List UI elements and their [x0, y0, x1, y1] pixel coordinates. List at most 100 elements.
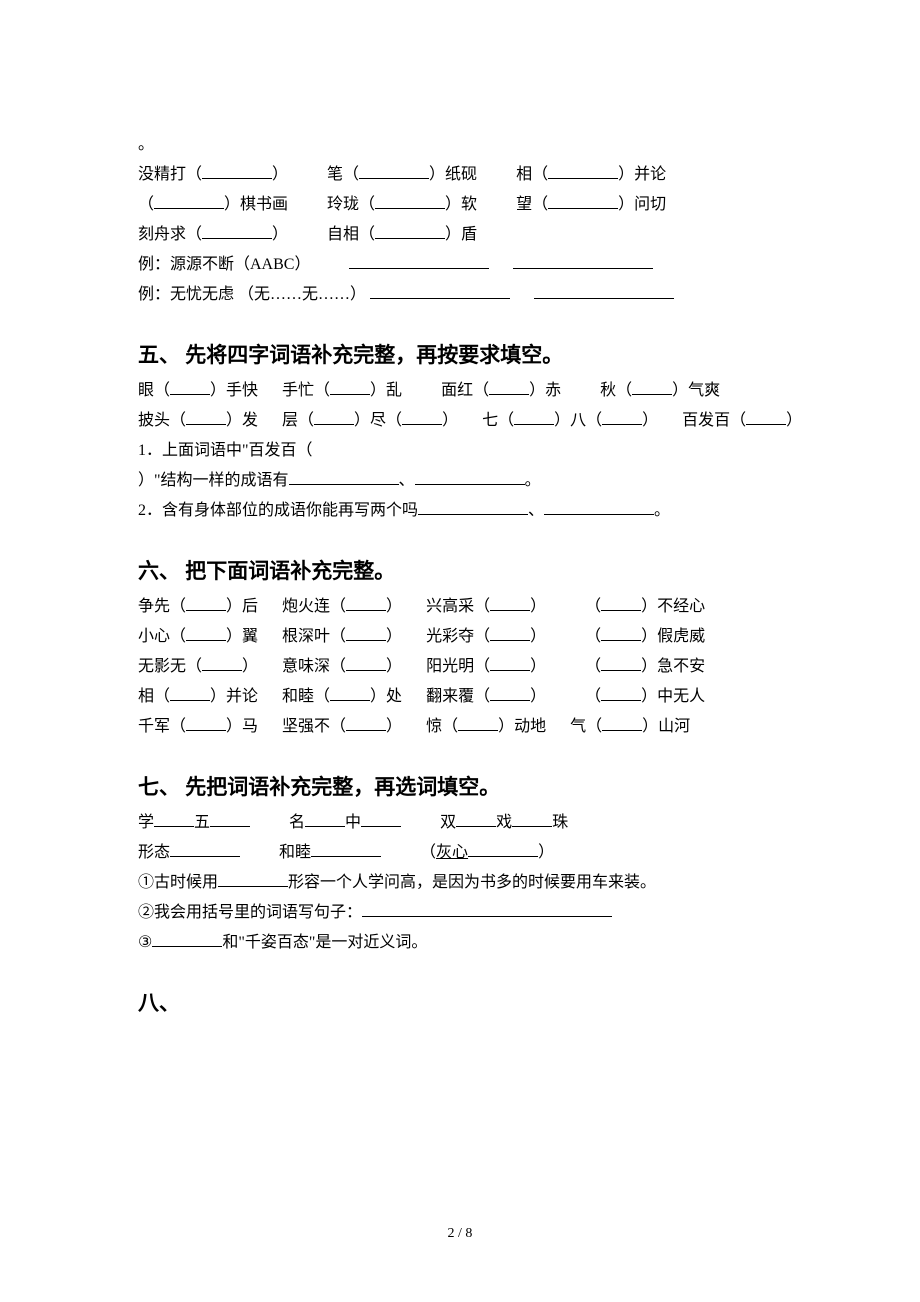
- text: 、: [399, 472, 415, 489]
- blank: [154, 191, 224, 209]
- text: ）: [530, 598, 546, 615]
- text: 没精打（: [138, 166, 202, 183]
- text: 根深叶（: [282, 628, 346, 645]
- text: ②我会用括号里的词语写句子：: [138, 904, 362, 921]
- text: 玲珑（: [327, 196, 375, 213]
- sec7-line1: 学五 名中 双戏珠: [138, 808, 782, 838]
- document-content: 。 没精打（） 笔（）纸砚 相（）并论 （）棋书画 玲珑（）软 望（）问切 刻舟…: [138, 130, 782, 1018]
- blank: [202, 221, 272, 239]
- blank: [544, 497, 654, 515]
- text: ）不经心: [641, 598, 705, 615]
- text: ）马: [226, 718, 258, 735]
- text: ）: [272, 226, 288, 243]
- text: 自相（: [327, 226, 375, 243]
- text: ）: [386, 598, 402, 615]
- sec4-line2: （）棋书画 玲珑（）软 望（）问切: [138, 190, 782, 220]
- sec6-line4: 相（）并论 和睦（）处 翻来覆（） （）中无人: [138, 682, 782, 712]
- blank: [305, 809, 345, 827]
- blank: [418, 497, 528, 515]
- text: ）: [642, 412, 658, 429]
- sec4-line0: 。: [138, 130, 782, 160]
- text: ）棋书画: [224, 196, 288, 213]
- text: 眼（: [138, 382, 170, 399]
- blank: [330, 377, 370, 395]
- text: ）软: [445, 196, 477, 213]
- text: 气（: [570, 718, 602, 735]
- blank: [602, 407, 642, 425]
- text: ）并论: [618, 166, 666, 183]
- text: 例：无忧无虑 （无……无……）: [138, 286, 366, 303]
- blank: [359, 161, 429, 179]
- text: ）: [530, 688, 546, 705]
- text: （: [585, 598, 601, 615]
- blank: [375, 221, 445, 239]
- text: 炮火连（: [282, 598, 346, 615]
- blank: [202, 161, 272, 179]
- blank: [601, 653, 641, 671]
- text: 珠: [552, 814, 568, 831]
- text: 和睦: [279, 844, 311, 861]
- text: 学: [138, 814, 154, 831]
- text: ）八（: [554, 412, 602, 429]
- sec4-line1: 没精打（） 笔（）纸砚 相（）并论: [138, 160, 782, 190]
- text: ）发: [226, 412, 258, 429]
- text: ）气爽: [672, 382, 720, 399]
- text: 手忙（: [282, 382, 330, 399]
- text: ）: [386, 658, 402, 675]
- sec4-line4: 例：源源不断（AABC）: [138, 250, 782, 280]
- blank: [514, 407, 554, 425]
- blank: [489, 377, 529, 395]
- sec5-line4: ）"结构一样的成语有、。: [138, 466, 782, 496]
- sec6-line1: 争先（）后 炮火连（） 兴高采（） （）不经心: [138, 592, 782, 622]
- blank: [170, 683, 210, 701]
- text: 2．含有身体部位的成语你能再写两个吗: [138, 502, 418, 519]
- text: （: [138, 196, 154, 213]
- blank: [490, 623, 530, 641]
- text: ）: [530, 658, 546, 675]
- blank: [512, 809, 552, 827]
- sec5-heading: 五、 先将四字词语补充完整，再按要求填空。: [138, 340, 782, 370]
- text: 阳光明（: [426, 658, 490, 675]
- text: 光彩夺（: [426, 628, 490, 645]
- text: （: [420, 844, 436, 861]
- sec6-line5: 千军（）马 坚强不（） 惊（）动地 气（）山河: [138, 712, 782, 742]
- text: 七（: [482, 412, 514, 429]
- sec4-line5: 例：无忧无虑 （无……无……）: [138, 280, 782, 310]
- blank: [154, 809, 194, 827]
- text: ）急不安: [641, 658, 705, 675]
- blank: [330, 683, 370, 701]
- text: 面红（: [441, 382, 489, 399]
- sec7-line2: 形态 和睦 （灰心）: [138, 838, 782, 868]
- text: 望（: [516, 196, 548, 213]
- blank: [415, 467, 525, 485]
- blank: [370, 281, 510, 299]
- blank: [346, 623, 386, 641]
- underline-text: 灰心: [436, 844, 468, 861]
- text: 双: [440, 814, 456, 831]
- text: （: [585, 628, 601, 645]
- text: ①古时候用: [138, 874, 218, 891]
- sec7-line3: ①古时候用形容一个人学问高，是因为书多的时候要用车来装。: [138, 868, 782, 898]
- text: ）手快: [210, 382, 258, 399]
- blank: [490, 653, 530, 671]
- sec6-line2: 小心（）翼 根深叶（） 光彩夺（） （）假虎威: [138, 622, 782, 652]
- text: ）: [386, 718, 402, 735]
- blank: [186, 407, 226, 425]
- blank: [346, 593, 386, 611]
- blank: [349, 251, 489, 269]
- text: 例：源源不断（AABC）: [138, 256, 310, 273]
- text: ）盾: [445, 226, 477, 243]
- text: 百发百（: [682, 412, 746, 429]
- blank: [490, 593, 530, 611]
- blank: [218, 869, 288, 887]
- text: 五: [194, 814, 210, 831]
- text: ）: [538, 844, 554, 861]
- blank: [186, 623, 226, 641]
- text: ）: [530, 628, 546, 645]
- text: 兴高采（: [426, 598, 490, 615]
- text: ）: [786, 412, 802, 429]
- text: 名: [289, 814, 305, 831]
- text: 秋（: [600, 382, 632, 399]
- blank: [311, 839, 381, 857]
- blank: [513, 251, 653, 269]
